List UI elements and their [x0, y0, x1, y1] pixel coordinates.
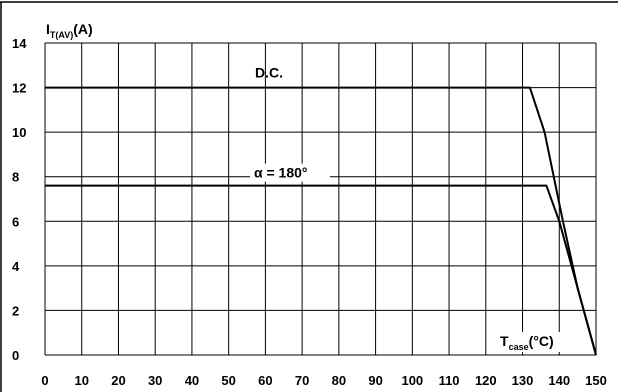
y-tick-label: 12 — [12, 81, 26, 96]
y-tick-label: 4 — [12, 259, 20, 274]
x-tick-label: 100 — [401, 373, 423, 388]
x-tick-label: 80 — [332, 373, 346, 388]
y-tick-label: 6 — [12, 214, 19, 229]
y-tick-label: 8 — [12, 170, 19, 185]
x-axis-title-backdrop — [497, 332, 567, 352]
tick-labels: 0 10 20 30 40 50 60 70 80 90 100 110 120 130 140 150 0 2 4… — [12, 36, 607, 388]
x-tick-label: 60 — [258, 373, 272, 388]
x-tick-label: 10 — [74, 373, 88, 388]
x-tick-label: 0 — [41, 373, 48, 388]
series-label-alpha-backdrop — [250, 163, 330, 182]
x-tick-label: 150 — [585, 373, 607, 388]
x-tick-label: 40 — [185, 373, 199, 388]
y-tick-label: 10 — [12, 125, 26, 140]
series-label-alpha-180: α = 180° — [254, 165, 308, 181]
y-tick-label: 14 — [12, 36, 27, 51]
series-line-alpha-180 — [45, 184, 597, 356]
x-tick-label: 30 — [148, 373, 162, 388]
x-tick-label: 130 — [512, 373, 534, 388]
x-tick-label: 20 — [111, 373, 125, 388]
y-axis-title: IT(AV)(A) — [46, 21, 93, 40]
x-tick-label: 50 — [221, 373, 235, 388]
y-tick-label: 2 — [12, 303, 19, 318]
x-tick-label: 70 — [295, 373, 309, 388]
x-tick-label: 140 — [548, 373, 570, 388]
y-tick-label: 0 — [12, 348, 19, 363]
x-tick-label: 110 — [439, 373, 460, 388]
annotations: IT(AV)(A) Tcase(°C) D.C. α = 180° — [46, 21, 567, 352]
x-tick-label: 120 — [475, 373, 497, 388]
series-lines — [45, 86, 597, 356]
x-tick-label: 90 — [368, 373, 382, 388]
series-label-dc: D.C. — [255, 65, 283, 81]
x-axis-title: Tcase(°C) — [500, 333, 554, 352]
